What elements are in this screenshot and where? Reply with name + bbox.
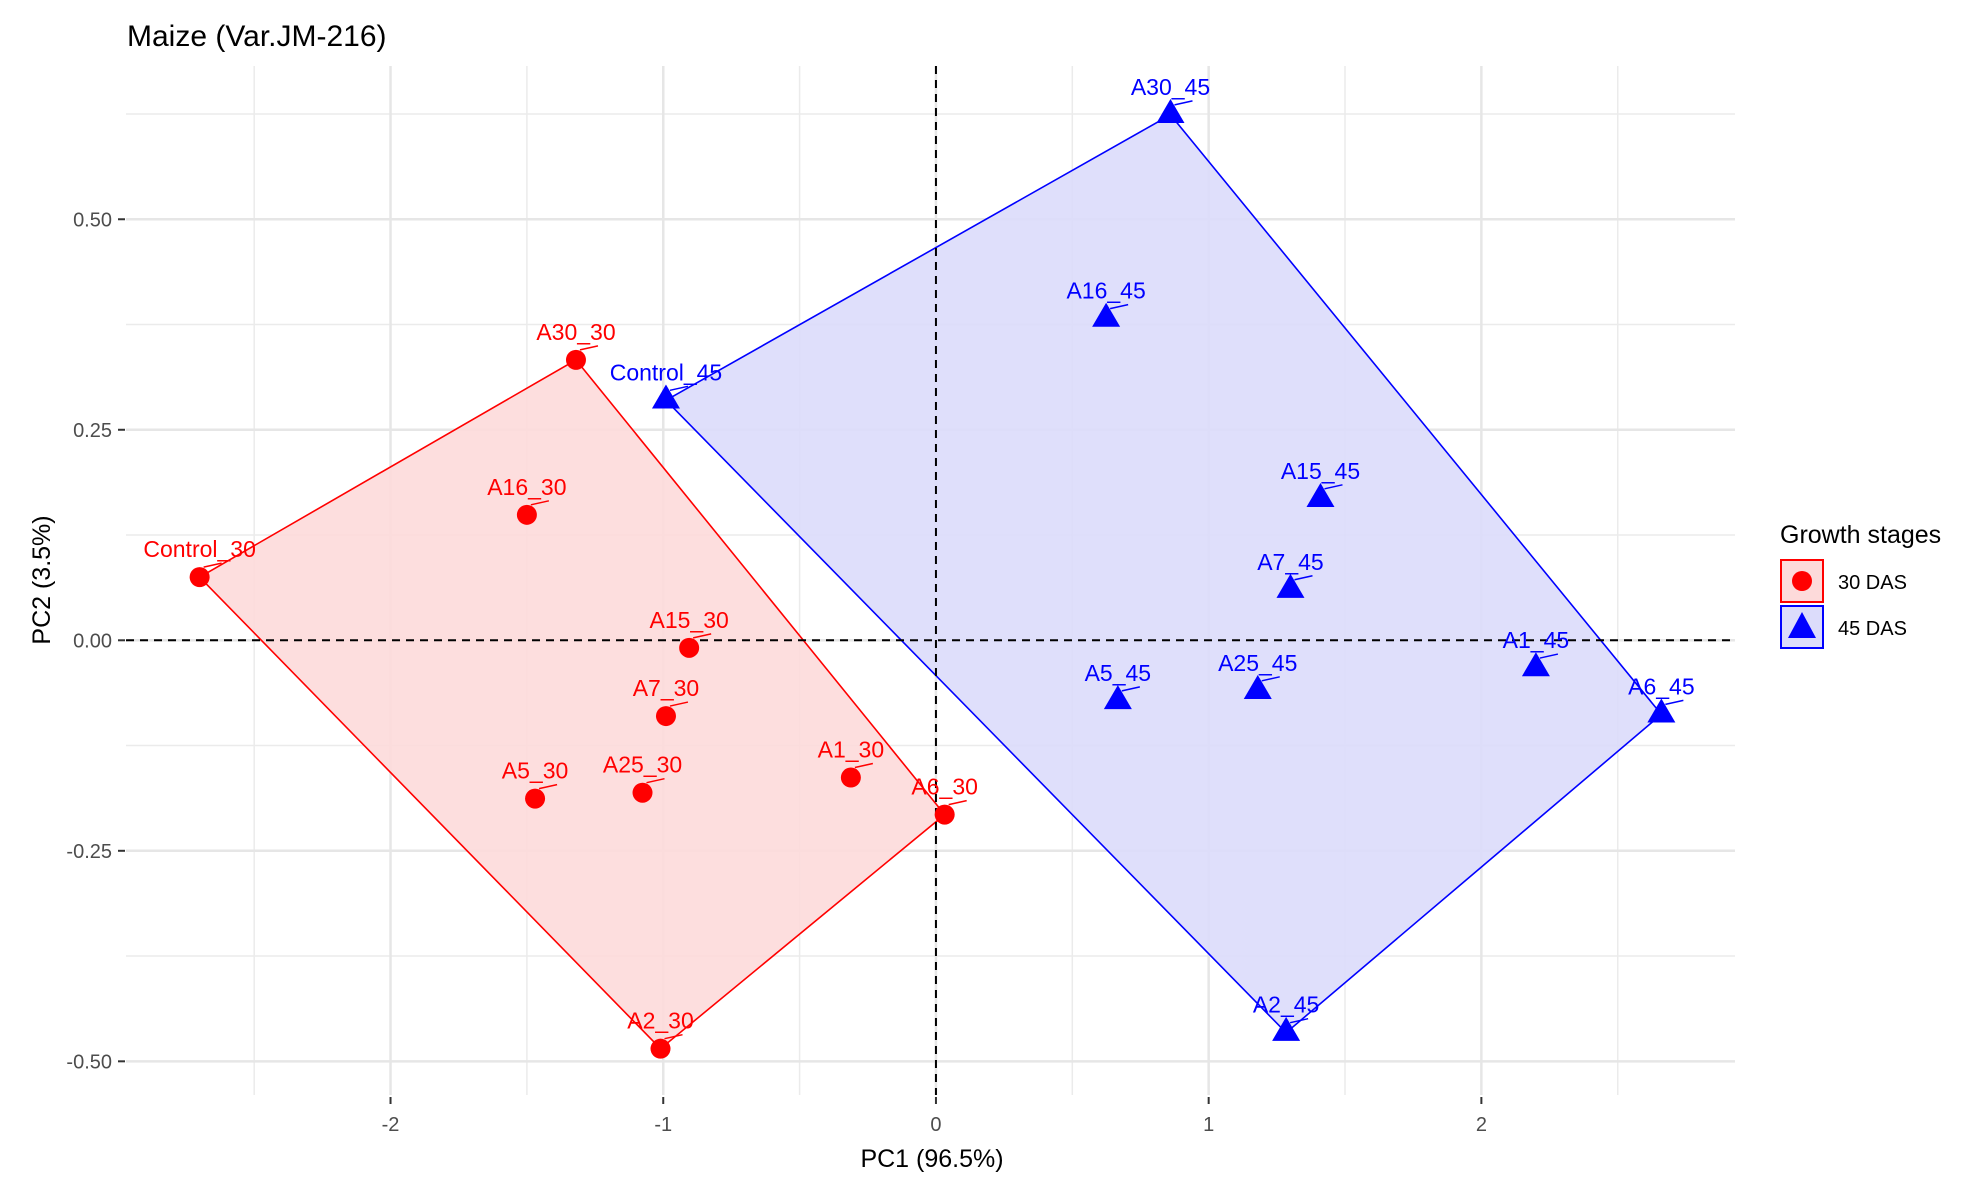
y-tick-label: -0.25 — [66, 841, 112, 863]
point-label: A2_45 — [1253, 992, 1320, 1018]
point-label: A7_30 — [633, 675, 700, 701]
label-connector — [579, 345, 599, 351]
label-connector — [646, 777, 665, 784]
label-connector — [1294, 575, 1313, 581]
point-marker — [632, 782, 653, 803]
axes: -2 -1 0 1 2 -0.50 -0.25 0.00 0.25 0.50 — [66, 209, 1487, 1136]
point-label: Control_30 — [143, 536, 256, 562]
point-marker — [1243, 674, 1272, 699]
y-tick-label: 0.00 — [73, 630, 112, 652]
label-connector — [1174, 100, 1193, 106]
point-label: A5_30 — [502, 758, 569, 784]
label-connector — [854, 762, 874, 769]
point-marker — [1272, 1016, 1301, 1041]
point-marker — [525, 788, 546, 809]
y-tick-label: 0.25 — [73, 420, 112, 442]
point-marker — [1521, 652, 1550, 677]
point-marker — [189, 567, 210, 588]
point-label: A30_30 — [536, 319, 615, 345]
point-marker — [840, 767, 861, 788]
legend-circle-icon — [1792, 571, 1812, 591]
point-label: A16_45 — [1066, 278, 1145, 304]
label-connector — [1109, 303, 1129, 310]
point-label: A25_30 — [603, 752, 682, 778]
legend-label: 30 DAS — [1838, 572, 1907, 594]
point-label: A1_30 — [818, 737, 885, 763]
label-connector — [203, 562, 222, 568]
point-label: A30_45 — [1131, 74, 1210, 100]
label-connector — [664, 1033, 683, 1040]
point-marker — [679, 637, 700, 658]
point-label: A16_30 — [487, 474, 566, 500]
point-label: A15_30 — [649, 607, 728, 633]
point-label: A2_30 — [627, 1008, 694, 1034]
x-tick-label: -1 — [654, 1114, 672, 1136]
label-connector — [1121, 686, 1141, 692]
point-label: A6_30 — [911, 774, 978, 800]
label-connector — [1665, 699, 1684, 706]
label-connector — [1289, 1017, 1309, 1024]
data-points — [189, 98, 1676, 1059]
reference-lines — [126, 66, 1735, 1095]
x-axis-title: PC1 (96.5%) — [860, 1145, 1003, 1173]
point-marker — [1092, 302, 1121, 327]
point-marker — [1156, 98, 1185, 123]
y-axis-title: PC2 (3.5%) — [28, 515, 56, 644]
point-label: A7_45 — [1257, 549, 1324, 575]
point-marker — [1647, 698, 1676, 723]
legend: Growth stages 30 DAS 45 DAS — [1780, 521, 1941, 649]
label-connector — [1324, 484, 1343, 490]
label-connector — [692, 633, 712, 639]
label-connector — [1539, 653, 1559, 659]
x-tick-label: -2 — [382, 1114, 400, 1136]
chart-title: Maize (Var.JM-216) — [127, 20, 387, 53]
point-marker — [565, 349, 586, 370]
point-label: Control_45 — [610, 359, 723, 385]
point-marker — [1306, 482, 1335, 507]
label-connector — [669, 385, 689, 392]
point-marker — [1103, 685, 1132, 710]
label-connector — [1261, 676, 1280, 682]
label-connector — [669, 701, 689, 707]
label-connector — [948, 799, 967, 806]
point-label: A15_45 — [1281, 458, 1360, 484]
label-connector — [530, 500, 550, 506]
legend-label: 45 DAS — [1838, 618, 1907, 640]
legend-triangle-icon — [1788, 612, 1816, 638]
point-marker — [650, 1038, 671, 1059]
point-label: A5_45 — [1085, 660, 1152, 686]
x-tick-label: 1 — [1203, 1114, 1214, 1136]
y-tick-label: -0.50 — [66, 1051, 112, 1073]
x-tick-label: 0 — [930, 1114, 941, 1136]
point-marker — [934, 804, 955, 825]
point-marker — [655, 706, 676, 727]
point-marker — [651, 384, 680, 409]
point-marker — [516, 504, 537, 525]
group-hulls — [198, 113, 1663, 1050]
point-label: A25_45 — [1218, 650, 1297, 676]
legend-title: Growth stages — [1780, 521, 1941, 549]
point-label: A1_45 — [1503, 627, 1570, 653]
label-connector — [538, 783, 558, 790]
point-marker — [1276, 573, 1305, 598]
legend-key-30-das — [1780, 559, 1824, 603]
point-label: A6_45 — [1628, 673, 1695, 699]
y-tick-label: 0.50 — [73, 209, 112, 231]
point-labels: Control_30 A30_30 A16_30 A15_30 A7_30 A5_30 A2… — [143, 74, 1695, 1040]
x-tick-label: 2 — [1476, 1114, 1487, 1136]
